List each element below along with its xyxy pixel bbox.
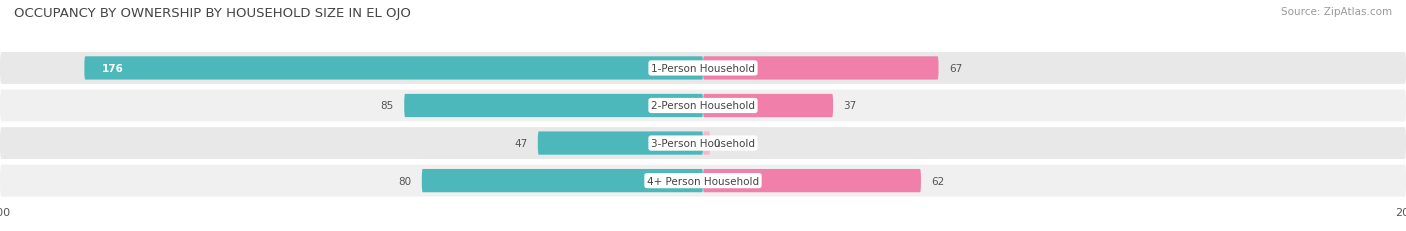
FancyBboxPatch shape (0, 53, 1406, 85)
FancyBboxPatch shape (0, 90, 1406, 122)
FancyBboxPatch shape (0, 128, 1406, 159)
Text: 67: 67 (949, 64, 962, 74)
FancyBboxPatch shape (422, 169, 703, 192)
FancyBboxPatch shape (0, 165, 1406, 197)
FancyBboxPatch shape (703, 132, 710, 155)
Text: 1-Person Household: 1-Person Household (651, 64, 755, 74)
Text: 85: 85 (381, 101, 394, 111)
Text: Source: ZipAtlas.com: Source: ZipAtlas.com (1281, 7, 1392, 17)
Text: 62: 62 (932, 176, 945, 186)
Text: 176: 176 (101, 64, 124, 74)
Text: 47: 47 (515, 138, 527, 149)
FancyBboxPatch shape (703, 94, 832, 118)
Text: 4+ Person Household: 4+ Person Household (647, 176, 759, 186)
Text: 80: 80 (398, 176, 412, 186)
Text: 2-Person Household: 2-Person Household (651, 101, 755, 111)
FancyBboxPatch shape (703, 57, 939, 80)
FancyBboxPatch shape (537, 132, 703, 155)
Text: 3-Person Household: 3-Person Household (651, 138, 755, 149)
Text: 0: 0 (713, 138, 720, 149)
FancyBboxPatch shape (84, 57, 703, 80)
Text: OCCUPANCY BY OWNERSHIP BY HOUSEHOLD SIZE IN EL OJO: OCCUPANCY BY OWNERSHIP BY HOUSEHOLD SIZE… (14, 7, 411, 20)
FancyBboxPatch shape (703, 169, 921, 192)
FancyBboxPatch shape (405, 94, 703, 118)
Text: 37: 37 (844, 101, 856, 111)
